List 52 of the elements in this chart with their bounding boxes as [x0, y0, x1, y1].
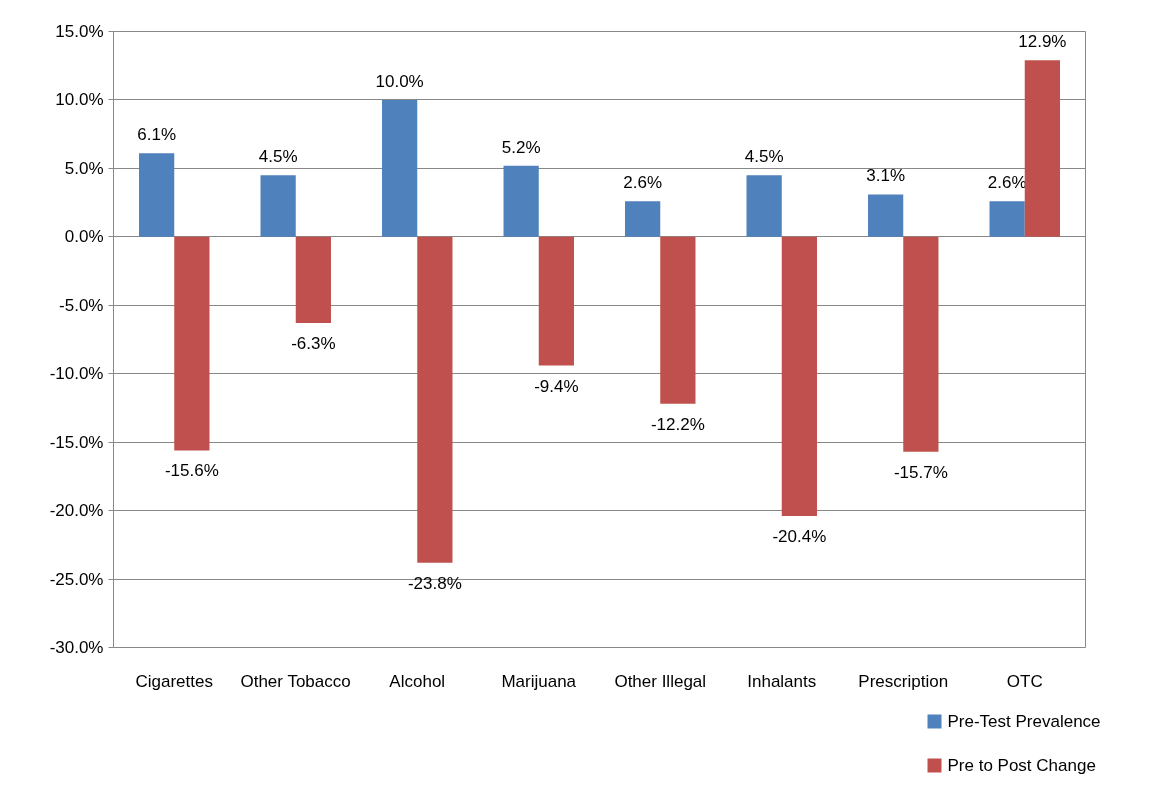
bar — [295, 236, 331, 324]
data-label: -23.8% — [407, 573, 462, 593]
data-label: 12.9% — [1018, 32, 1067, 52]
x-tick-label: OTC — [1006, 671, 1043, 691]
data-label: 4.5% — [258, 147, 298, 167]
data-label: -12.2% — [650, 414, 705, 434]
bar — [781, 236, 817, 517]
legend-label: Pre to Post Change — [947, 756, 1096, 775]
bar — [746, 175, 782, 237]
bar — [538, 236, 574, 366]
bar — [139, 153, 175, 237]
bar — [989, 201, 1025, 237]
data-label: 3.1% — [866, 166, 906, 186]
bar — [903, 236, 939, 452]
bar — [625, 201, 661, 237]
x-tick-label: Marijuana — [501, 671, 577, 691]
data-label: 6.1% — [137, 125, 177, 145]
data-label: 2.6% — [623, 173, 663, 193]
y-tick-label: -10.0% — [49, 364, 104, 384]
y-tick-label: -30.0% — [49, 638, 104, 657]
y-tick-label: 10.0% — [55, 90, 104, 110]
x-tick-label: Cigarettes — [135, 671, 213, 691]
bar — [503, 165, 539, 237]
data-label: -15.6% — [164, 461, 219, 481]
y-tick-label: 5.0% — [64, 158, 104, 178]
x-tick-label: Prescription — [858, 671, 949, 691]
bar — [868, 194, 904, 237]
x-tick-label: Other Tobacco — [240, 671, 351, 691]
y-tick-label: -5.0% — [59, 295, 104, 315]
data-label: -15.7% — [893, 462, 948, 482]
bar — [174, 236, 210, 451]
data-label: -6.3% — [291, 334, 336, 354]
bar — [660, 236, 696, 404]
y-tick-label: 0.0% — [64, 227, 104, 247]
bar — [1024, 60, 1060, 237]
data-label: -9.4% — [534, 376, 579, 396]
x-tick-label: Alcohol — [389, 671, 446, 691]
x-tick-label: Inhalants — [747, 671, 817, 691]
x-tick-label: Other Illegal — [614, 671, 707, 691]
bar — [417, 236, 453, 563]
y-tick-label: -20.0% — [49, 501, 104, 521]
y-tick-label: -25.0% — [49, 569, 104, 589]
y-tick-label: -15.0% — [49, 432, 104, 452]
data-label: 2.6% — [987, 173, 1027, 193]
y-tick-label: 15.0% — [55, 22, 104, 41]
bar — [260, 175, 296, 237]
bar — [382, 99, 418, 237]
data-label: 10.0% — [375, 71, 424, 91]
data-label: -20.4% — [772, 527, 827, 547]
data-label: 4.5% — [744, 147, 784, 167]
data-label: 5.2% — [501, 137, 541, 157]
legend-label: Pre-Test Prevalence — [947, 712, 1101, 731]
